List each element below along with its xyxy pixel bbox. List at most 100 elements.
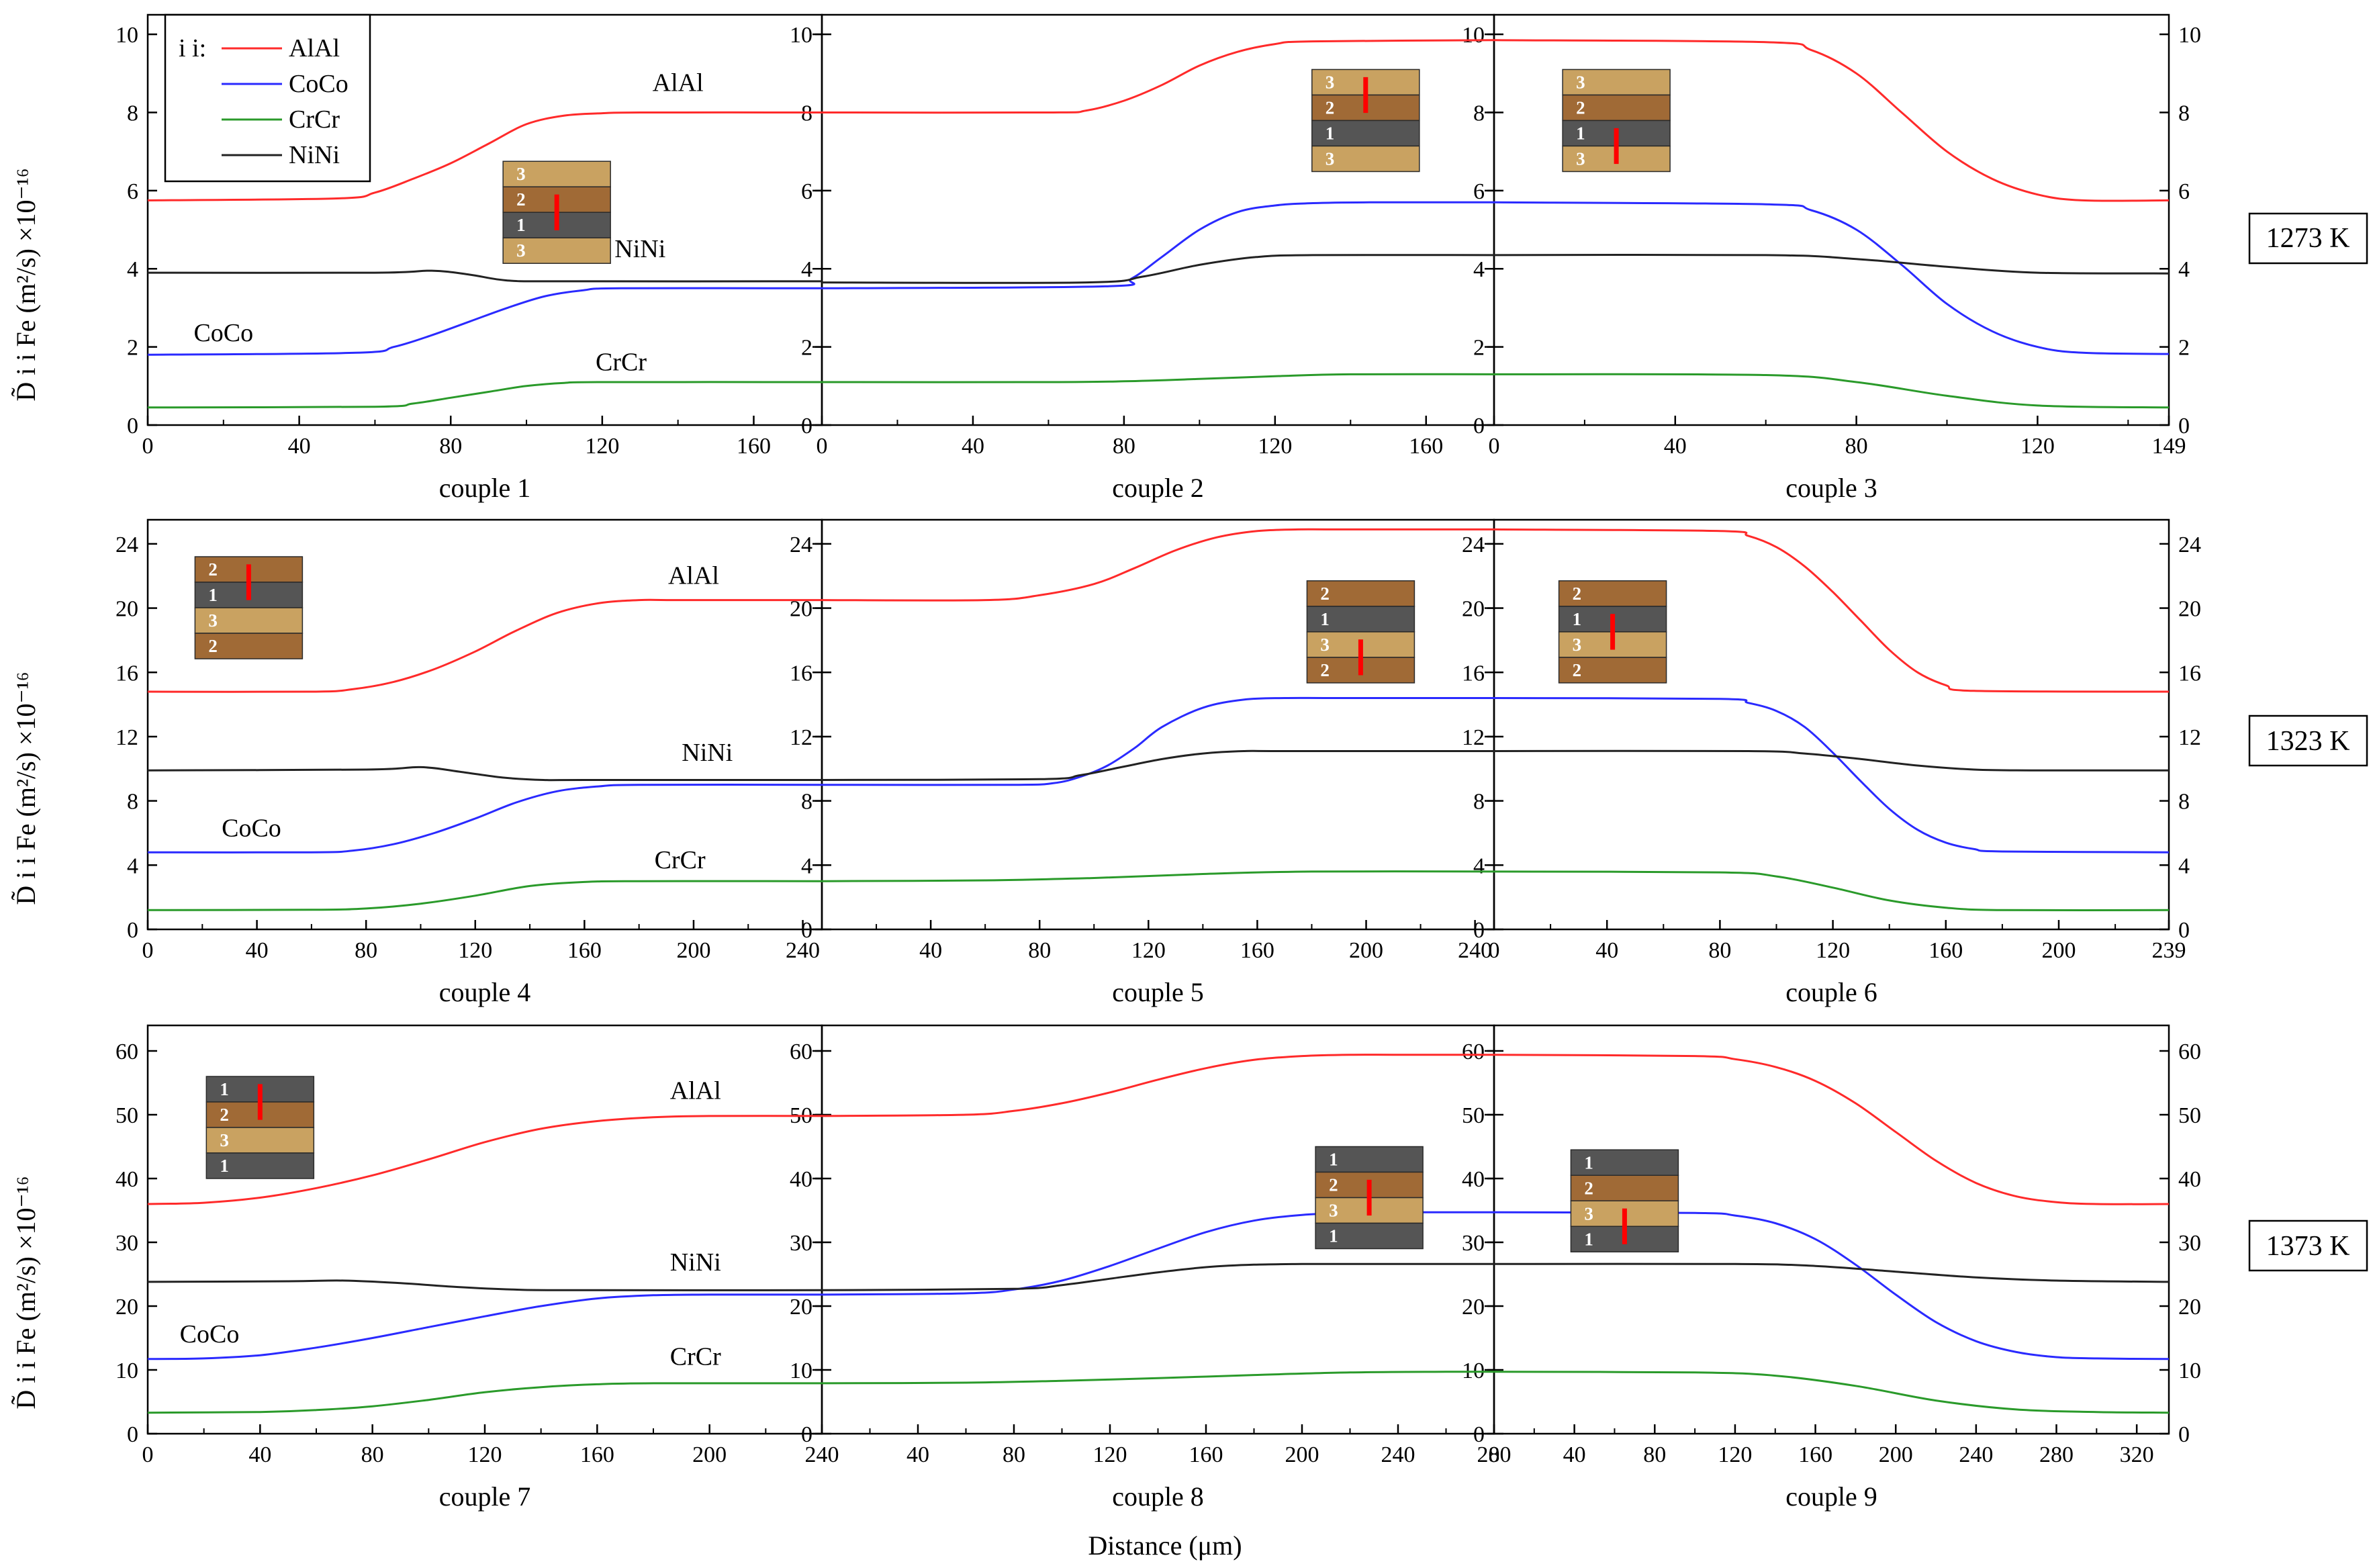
- x-tick-label: 200: [1879, 1442, 1913, 1467]
- layer-block: [194, 607, 304, 634]
- x-tick-label: 200: [2042, 938, 2076, 963]
- decoration-layer: 3 2 1 3 3 2 1 3 3 2 1 3 AlAl NiNi CoCo CrCr 2 1 3 2 2 1 3 2 2 1 3 2…: [180, 68, 1679, 1371]
- y-tick-label: 6: [801, 179, 812, 204]
- y-tick-label: 2: [1473, 336, 1485, 361]
- series-alal: [147, 111, 823, 201]
- series-nini: [1493, 253, 2170, 275]
- x-tick-label: 160: [1409, 434, 1443, 459]
- x-axis-label: Distance (μm): [1088, 1530, 1242, 1561]
- x-tick-label: 80: [1708, 938, 1731, 963]
- y-tick-label: 0: [1473, 918, 1485, 943]
- y-tick-label: 24: [790, 533, 812, 557]
- x-tick-label: 149: [2152, 434, 2186, 459]
- layer-number: 1: [1573, 609, 1582, 629]
- series-alal: [821, 39, 1495, 114]
- layer-number: 2: [208, 636, 218, 656]
- layer-number: 3: [1584, 1203, 1593, 1224]
- x-tick-label: 200: [1285, 1442, 1319, 1467]
- layer-number: 2: [1329, 1175, 1338, 1195]
- temperature-text: 1373 K: [2266, 1231, 2350, 1262]
- y-tick-label: 10: [790, 23, 812, 48]
- y-tick-label: 16: [790, 661, 812, 686]
- y-tick-label: 4: [1473, 854, 1485, 878]
- layer-number: 2: [1573, 660, 1582, 680]
- series-crcr: [1493, 1371, 2170, 1414]
- x-tick-label: 80: [439, 434, 462, 459]
- y-tick-label: 50: [115, 1103, 138, 1128]
- panel-caption: couple 2: [1112, 473, 1204, 503]
- temperature-text: 1273 K: [2266, 223, 2350, 254]
- y-tick-label-right: 8: [2178, 101, 2190, 126]
- y-tick-label: 0: [1473, 1422, 1485, 1447]
- y-tick-label-right: 12: [2178, 725, 2201, 750]
- series-coco: [1493, 697, 2170, 854]
- layer-number: 1: [1320, 609, 1330, 629]
- x-tick-label: 80: [361, 1442, 384, 1467]
- x-tick-label: 160: [567, 938, 602, 963]
- x-tick-label: 0: [1489, 434, 1500, 459]
- y-tick-label: 4: [801, 257, 812, 282]
- y-tick-label-right: 0: [2178, 1422, 2190, 1447]
- y-tick-label: 50: [1462, 1103, 1485, 1128]
- y-tick-label: 16: [1462, 661, 1485, 686]
- x-tick-label: 120: [1258, 434, 1292, 459]
- layer-block: [1311, 120, 1420, 147]
- series-nini: [821, 254, 1495, 284]
- x-tick-label: 0: [817, 434, 828, 459]
- x-tick-label: 80: [1113, 434, 1135, 459]
- y-tick-label: 30: [790, 1231, 812, 1256]
- series-nini: [147, 269, 823, 283]
- series-label: AlAl: [670, 1076, 721, 1105]
- panel-caption: couple 9: [1785, 1481, 1877, 1512]
- panel-caption: couple 6: [1785, 977, 1877, 1007]
- x-tick-label: 280: [1477, 1442, 1512, 1467]
- y-tick-label: 0: [127, 1422, 138, 1447]
- y-tick-label: 0: [127, 918, 138, 943]
- y-tick-label: 4: [127, 854, 138, 878]
- layer-block: [1306, 580, 1415, 607]
- legend-label-coco: CoCo: [289, 70, 348, 98]
- y-tick-label: 20: [1462, 597, 1485, 622]
- layer-number: 3: [1576, 72, 1585, 92]
- x-tick-label: 160: [1798, 1442, 1832, 1467]
- y-tick-label-right: 10: [2178, 1358, 2201, 1383]
- y-tick-label: 10: [790, 1358, 812, 1383]
- y-tick-label: 12: [1462, 725, 1485, 750]
- x-tick-label: 120: [468, 1442, 502, 1467]
- series-crcr: [1493, 373, 2170, 409]
- y-tick-label: 20: [1462, 1295, 1485, 1320]
- x-tick-label: 40: [1563, 1442, 1586, 1467]
- series-alal: [147, 1115, 823, 1205]
- series-coco: [147, 1293, 823, 1361]
- series-label: NiNi: [682, 739, 733, 767]
- series-label: CrCr: [655, 846, 706, 874]
- y-tick-label-right: 10: [2178, 23, 2201, 48]
- y-axis-label: D̃ i i Fe (m²/s) ×10⁻¹⁶: [11, 168, 41, 401]
- layer-number: 1: [220, 1079, 229, 1099]
- layer-number: 3: [208, 610, 218, 631]
- y-tick-label: 24: [115, 533, 138, 557]
- legend-label-alal: AlAl: [289, 34, 340, 62]
- x-tick-label: 160: [580, 1442, 614, 1467]
- series-alal: [1493, 39, 2170, 202]
- layer-number: 1: [220, 1156, 229, 1176]
- y-tick-label: 20: [115, 1295, 138, 1320]
- temperature-label-1273: 1273 K: [2248, 212, 2368, 265]
- x-tick-label: 160: [1189, 1442, 1223, 1467]
- layer-number: 1: [1329, 1150, 1338, 1170]
- layer-block: [205, 1152, 315, 1179]
- y-tick-label: 20: [790, 1295, 812, 1320]
- y-tick-label: 0: [127, 414, 138, 439]
- x-tick-label: 0: [1489, 1442, 1500, 1467]
- temperature-label-1373: 1373 K: [2248, 1219, 2368, 1272]
- x-tick-label: 120: [585, 434, 619, 459]
- y-tick-label: 40: [790, 1167, 812, 1192]
- plot-frame: [1493, 13, 2170, 426]
- series-label: AlAl: [653, 68, 704, 97]
- y-tick-label: 0: [801, 1422, 812, 1447]
- panel-caption: couple 3: [1785, 473, 1877, 503]
- x-tick-label: 40: [962, 434, 984, 459]
- y-tick-label: 4: [127, 257, 138, 282]
- x-tick-label: 40: [288, 434, 311, 459]
- layer-number: 1: [1584, 1229, 1593, 1249]
